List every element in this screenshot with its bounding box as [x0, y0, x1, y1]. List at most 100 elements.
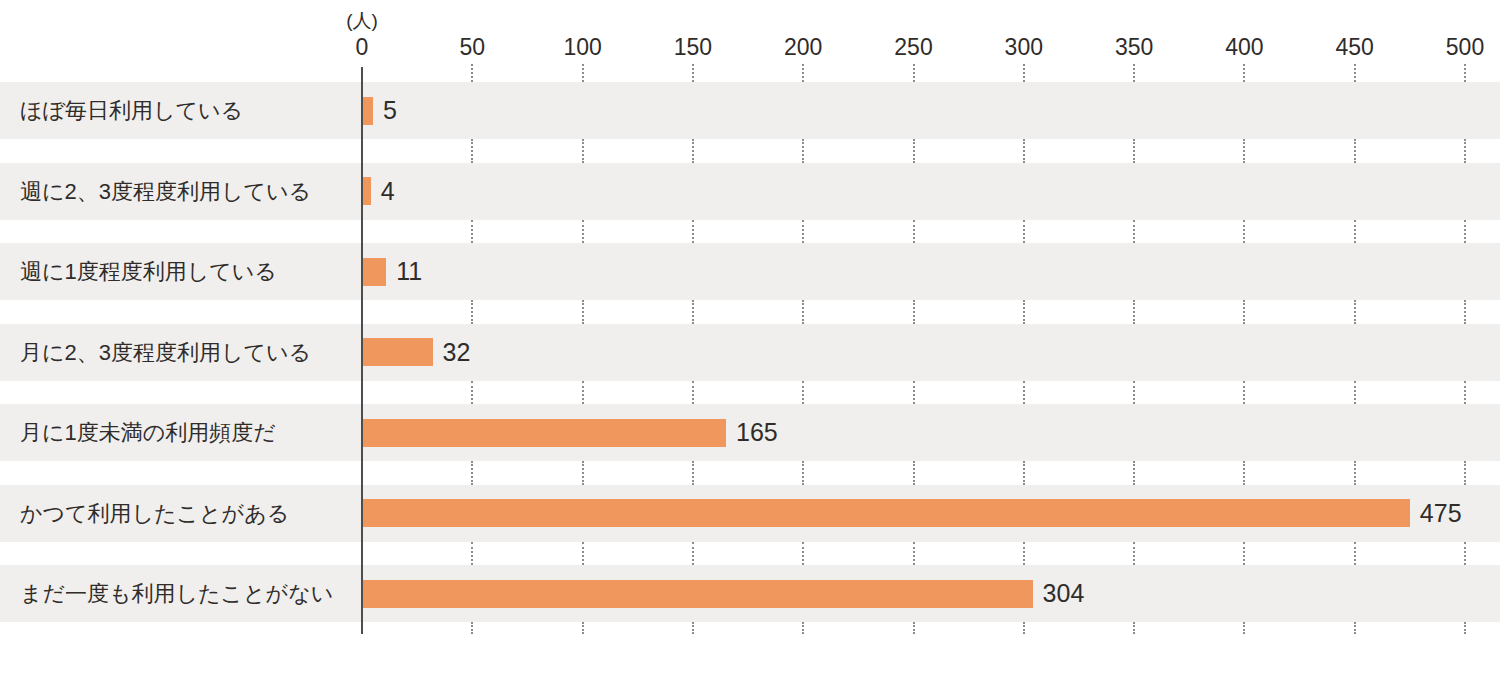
gridline-dot-segment: [1464, 64, 1466, 82]
gridline-dot-segment: [913, 139, 915, 163]
gridline-dot-segment: [802, 461, 804, 485]
gridline-dot-segment: [692, 64, 694, 82]
gridline-dot-segment: [913, 64, 915, 82]
gridline-dot-segment: [1464, 139, 1466, 163]
value-label: 5: [383, 82, 397, 139]
gridline-dot-segment: [1464, 220, 1466, 244]
category-label: ほぼ毎日利用している: [20, 82, 243, 139]
value-label: 165: [736, 404, 778, 461]
gridline-dot-segment: [582, 220, 584, 244]
gridline-dot-segment: [582, 64, 584, 82]
category-label: かつて利用したことがある: [20, 485, 289, 542]
x-axis-tick-label: 400: [1204, 34, 1284, 61]
bar: [362, 499, 1410, 527]
gridline-dot-segment: [802, 139, 804, 163]
gridline-dot-segment: [1133, 300, 1135, 324]
category-label: 週に2、3度程度利用している: [20, 163, 311, 220]
gridline-dot-segment: [1354, 64, 1356, 82]
gridline-dot-segment: [913, 622, 915, 634]
gridline-dot-segment: [582, 622, 584, 634]
x-axis-tick-label: 200: [763, 34, 843, 61]
gridline-dot-segment: [1354, 461, 1356, 485]
chart-row: 週に1度程度利用している11: [0, 243, 1500, 300]
category-label: 月に2、3度程度利用している: [20, 324, 311, 381]
gridline-dot-segment: [1023, 542, 1025, 566]
gridline-dot-segment: [471, 622, 473, 634]
gridline-dot-segment: [1023, 461, 1025, 485]
gridline-dot-segment: [1354, 542, 1356, 566]
bar: [362, 177, 371, 205]
gridline-dot-segment: [1243, 139, 1245, 163]
chart-row: まだ一度も利用したことがない 304: [0, 565, 1500, 622]
bar: [362, 258, 386, 286]
gridline-dot-segment: [1464, 300, 1466, 324]
x-axis-tick-label: 300: [984, 34, 1064, 61]
x-axis-tick-label: 50: [432, 34, 512, 61]
category-label: 週に1度程度利用している: [20, 243, 277, 300]
gridline-dot-segment: [802, 64, 804, 82]
gridline-dot-segment: [1023, 381, 1025, 405]
gridline-dot-segment: [471, 381, 473, 405]
gridline-dot-segment: [1023, 300, 1025, 324]
bar: [362, 97, 373, 125]
x-axis-tick-label: 350: [1094, 34, 1174, 61]
gridline-dot-segment: [802, 542, 804, 566]
gridline-dot-segment: [1354, 622, 1356, 634]
category-label: まだ一度も利用したことがない: [20, 565, 333, 622]
bar-chart: (人) 050100150200250300350400450500 ほぼ毎日利…: [0, 0, 1500, 674]
gridline-dot-segment: [1243, 622, 1245, 634]
gridline-dot-segment: [913, 461, 915, 485]
gridline-dot-segment: [1023, 139, 1025, 163]
gridline-dot-segment: [1133, 220, 1135, 244]
value-label: 304: [1043, 565, 1085, 622]
x-axis-tick-label: 250: [874, 34, 954, 61]
gridline-dot-segment: [582, 300, 584, 324]
gridline-dot-segment: [582, 381, 584, 405]
gridline-dot-segment: [1243, 542, 1245, 566]
gridline-dot-segment: [1354, 300, 1356, 324]
chart-row: 月に2、3度程度利用している 32: [0, 324, 1500, 381]
x-axis-tick-label: 100: [543, 34, 623, 61]
gridline-dot-segment: [692, 139, 694, 163]
gridline-dot-segment: [471, 461, 473, 485]
gridline-dot-segment: [1133, 381, 1135, 405]
gridline-dot-segment: [1133, 542, 1135, 566]
gridline-dot-segment: [1354, 220, 1356, 244]
gridline-dot-segment: [913, 300, 915, 324]
gridline-dot-segment: [692, 300, 694, 324]
gridline-dot-segment: [1133, 64, 1135, 82]
value-label: 32: [443, 324, 471, 381]
gridline-dot-segment: [692, 622, 694, 634]
gridline-dot-segment: [582, 139, 584, 163]
chart-row: 週に2、3度程度利用している4: [0, 163, 1500, 220]
gridline-dot-segment: [692, 220, 694, 244]
gridline-dot-segment: [471, 220, 473, 244]
gridline-dot-segment: [913, 220, 915, 244]
gridline-dot-segment: [1354, 139, 1356, 163]
bar: [362, 580, 1033, 608]
gridline-dot-segment: [1133, 139, 1135, 163]
gridline-dot-segment: [1243, 381, 1245, 405]
gridline-dot-segment: [1354, 381, 1356, 405]
gridline-dot-segment: [582, 542, 584, 566]
gridline-dot-segment: [802, 622, 804, 634]
gridline-dot-segment: [1023, 64, 1025, 82]
gridline-dot-segment: [1464, 461, 1466, 485]
gridline-dot-segment: [1464, 622, 1466, 634]
axis-unit-label: (人): [302, 8, 422, 34]
chart-row: ほぼ毎日利用している 5: [0, 82, 1500, 139]
gridline-dot-segment: [1133, 461, 1135, 485]
value-label: 475: [1420, 485, 1462, 542]
gridline-dot-segment: [1243, 64, 1245, 82]
gridline-dot-segment: [1464, 542, 1466, 566]
gridline-dot-segment: [471, 139, 473, 163]
gridline-dot-segment: [1243, 220, 1245, 244]
bar: [362, 419, 726, 447]
gridline-dot-segment: [913, 381, 915, 405]
gridline-dot-segment: [802, 381, 804, 405]
gridline-dot-segment: [692, 461, 694, 485]
gridline-dot-segment: [471, 542, 473, 566]
gridline-dot-segment: [1243, 461, 1245, 485]
gridline-dot-segment: [913, 542, 915, 566]
category-label: 月に1度未満の利用頻度だ: [20, 404, 276, 461]
